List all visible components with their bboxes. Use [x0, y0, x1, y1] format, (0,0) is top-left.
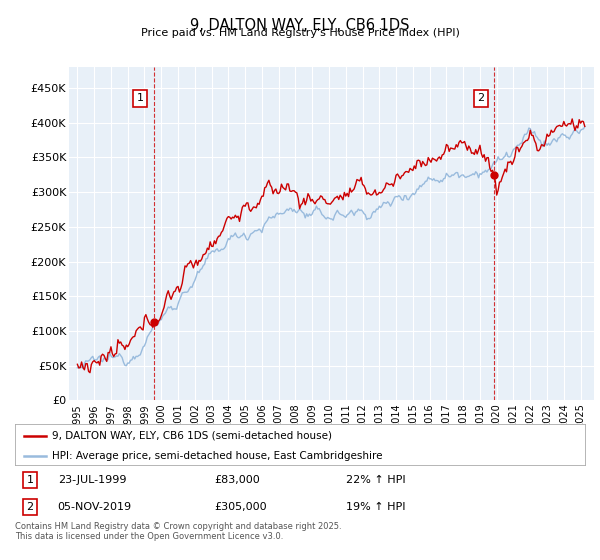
- Text: 9, DALTON WAY, ELY, CB6 1DS: 9, DALTON WAY, ELY, CB6 1DS: [190, 18, 410, 33]
- Text: 22% ↑ HPI: 22% ↑ HPI: [346, 475, 405, 485]
- Text: 05-NOV-2019: 05-NOV-2019: [58, 502, 132, 512]
- Text: £305,000: £305,000: [215, 502, 267, 512]
- Text: 1: 1: [137, 94, 144, 104]
- Text: Contains HM Land Registry data © Crown copyright and database right 2025.
This d: Contains HM Land Registry data © Crown c…: [15, 522, 341, 542]
- Text: HPI: Average price, semi-detached house, East Cambridgeshire: HPI: Average price, semi-detached house,…: [52, 451, 383, 461]
- Text: £83,000: £83,000: [215, 475, 260, 485]
- Text: 1: 1: [26, 475, 34, 485]
- Text: Price paid vs. HM Land Registry's House Price Index (HPI): Price paid vs. HM Land Registry's House …: [140, 28, 460, 38]
- Text: 2: 2: [26, 502, 34, 512]
- Text: 9, DALTON WAY, ELY, CB6 1DS (semi-detached house): 9, DALTON WAY, ELY, CB6 1DS (semi-detach…: [52, 431, 332, 441]
- Text: 23-JUL-1999: 23-JUL-1999: [58, 475, 126, 485]
- Text: 2: 2: [477, 94, 484, 104]
- Text: 19% ↑ HPI: 19% ↑ HPI: [346, 502, 405, 512]
